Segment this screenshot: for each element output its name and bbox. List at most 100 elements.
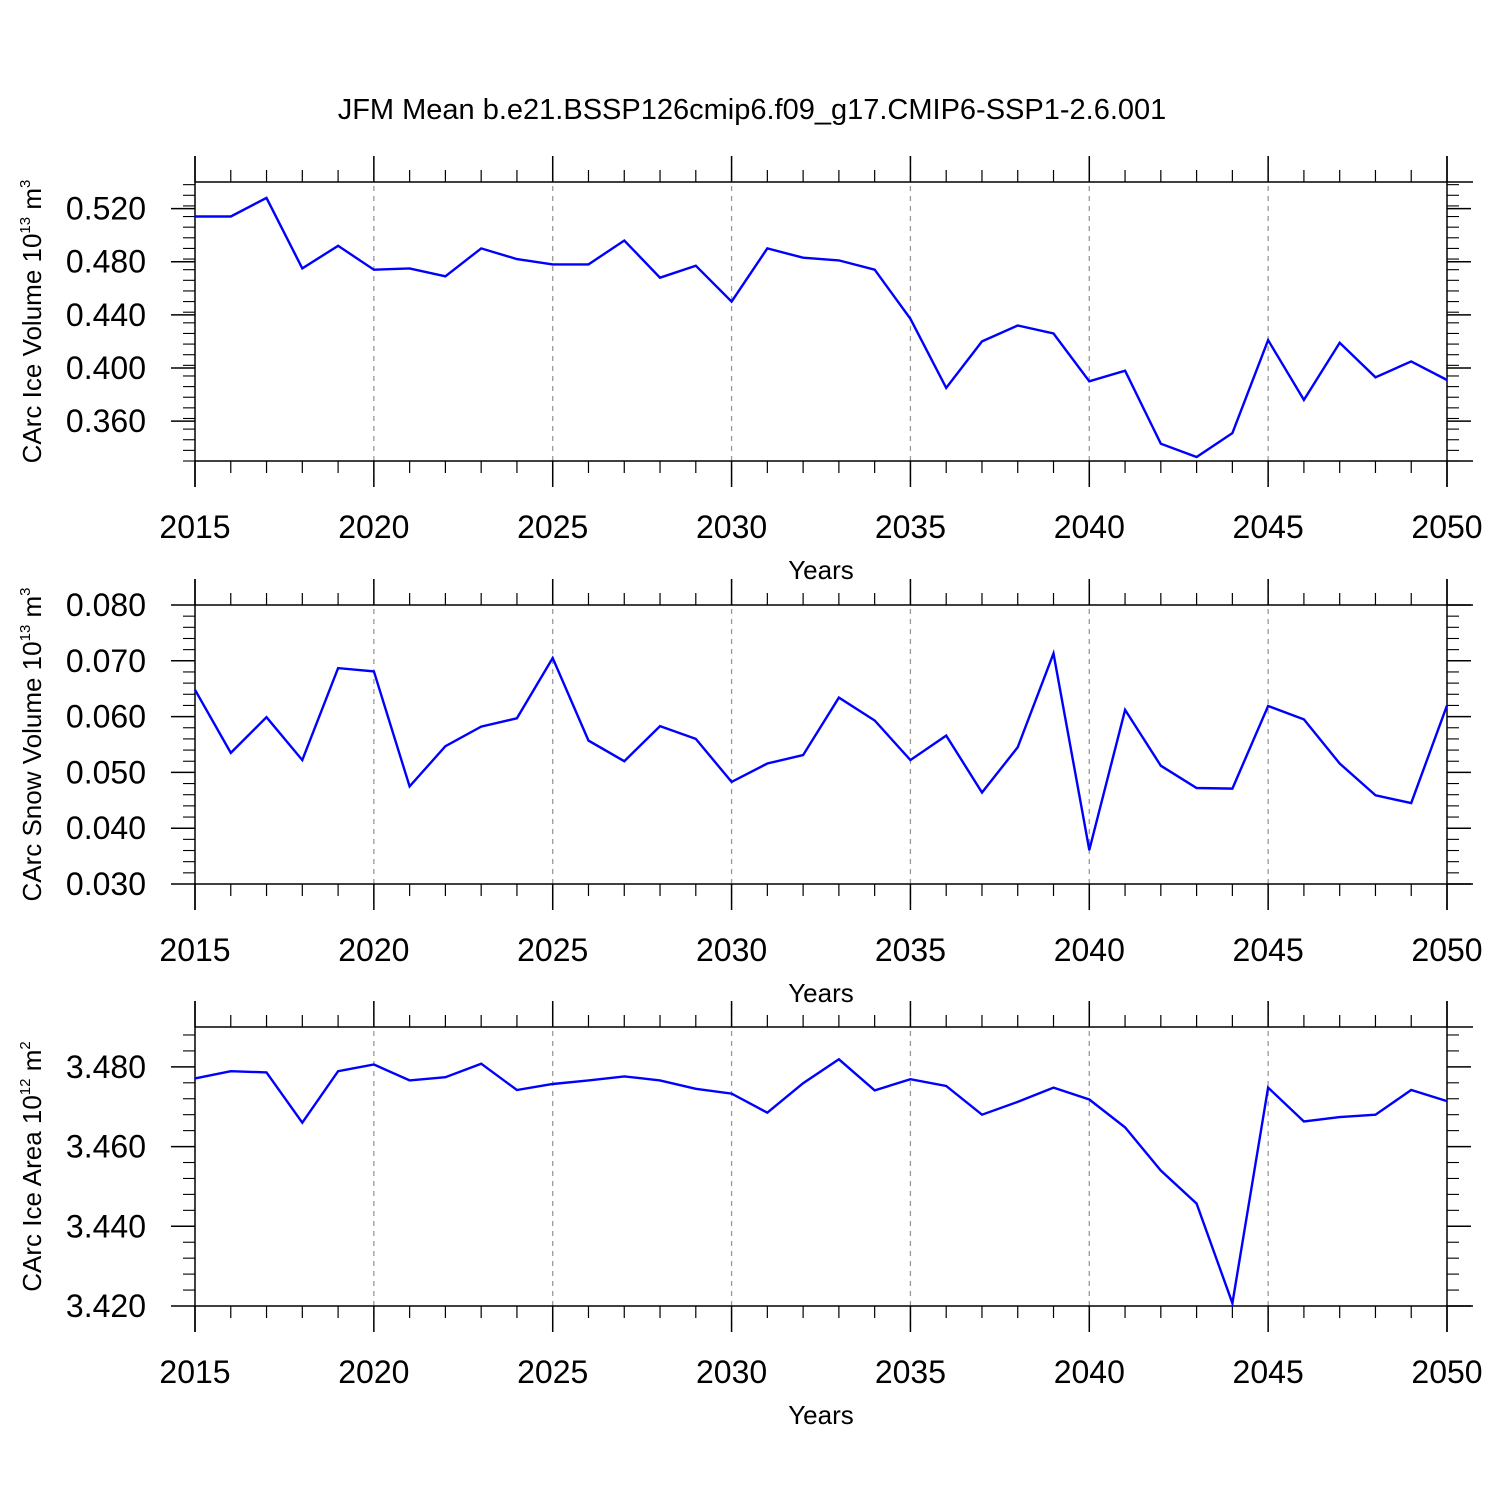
x-tick-label: 2050 [1411, 509, 1482, 545]
data-point [802, 754, 804, 756]
data-point [1195, 787, 1198, 789]
data-point [551, 263, 554, 266]
x-tick-label: 2030 [696, 509, 767, 545]
x-tick-label: 2040 [1054, 509, 1125, 545]
data-point [1410, 360, 1413, 363]
y-tick-label: 0.050 [66, 754, 146, 790]
data-point [838, 259, 840, 262]
x-tick-label: 2025 [517, 932, 588, 968]
data-point [981, 791, 983, 794]
data-point [480, 247, 482, 250]
data-point [1016, 324, 1019, 327]
data-point [265, 1071, 268, 1074]
data-point [1124, 369, 1126, 372]
series-line-1 [194, 1057, 1448, 1308]
data-point [945, 734, 947, 737]
y-axis-title-unit-exponent: 3 [17, 180, 34, 188]
data-point [301, 267, 304, 270]
data-point [194, 215, 196, 218]
data-point [1338, 762, 1341, 765]
data-point [1231, 787, 1234, 790]
data-point [1338, 341, 1341, 344]
data-point [551, 1083, 554, 1085]
y-axis-title-unit: m [17, 1050, 47, 1079]
data-point [1016, 746, 1019, 749]
data-point [301, 759, 304, 761]
data-point [229, 752, 232, 754]
data-point [802, 1082, 804, 1084]
data-point [838, 1058, 840, 1061]
y-axis-title-unit-exponent: 2 [17, 1041, 34, 1049]
data-point [408, 785, 411, 788]
y-tick-label: 0.060 [66, 699, 146, 735]
data-point [981, 340, 983, 343]
x-tick-label: 2050 [1411, 1354, 1482, 1390]
data-point [1231, 432, 1234, 434]
x-tick-label: 2040 [1054, 932, 1125, 968]
x-tick-label: 2030 [696, 932, 767, 968]
y-axis-title-text: CArc Ice Volume 10 [17, 234, 47, 464]
data-point [730, 300, 733, 303]
data-point [408, 267, 411, 270]
y-axis-title-unit: m [17, 596, 47, 625]
data-point [1374, 1113, 1377, 1116]
y-tick-label: 0.480 [66, 244, 146, 280]
data-point [1267, 705, 1269, 707]
data-point [873, 1089, 876, 1092]
y-tick-label: 0.070 [66, 643, 146, 679]
y-axis-title-exponent: 12 [17, 1079, 34, 1096]
data-point [981, 1113, 983, 1116]
data-point [373, 268, 375, 271]
y-axis-title-text: CArc Ice Area 10 [17, 1095, 47, 1292]
data-point [516, 717, 518, 720]
data-point [229, 1070, 232, 1073]
y-axis-title: CArc Ice Volume 1013 m3 [17, 180, 47, 464]
y-axis-title-exponent: 13 [17, 217, 34, 234]
y-tick-label: 0.440 [66, 297, 146, 333]
x-tick-label: 2015 [159, 932, 230, 968]
data-point [587, 739, 590, 742]
data-point [1052, 332, 1055, 335]
y-tick-label: 0.040 [66, 810, 146, 846]
data-point [444, 275, 447, 278]
data-point [945, 387, 947, 389]
x-tick-label: 2025 [517, 509, 588, 545]
x-tick-label: 2040 [1054, 1354, 1125, 1390]
data-point [659, 276, 661, 279]
x-tick-label: 2015 [159, 1354, 230, 1390]
data-point [1446, 379, 1448, 381]
data-point [265, 197, 268, 199]
x-axis-title: Years [788, 978, 854, 1008]
data-point [1195, 456, 1198, 458]
y-tick-label: 3.420 [66, 1288, 146, 1324]
data-point [1195, 1202, 1198, 1205]
x-tick-label: 2050 [1411, 932, 1482, 968]
data-point [337, 244, 339, 247]
data-point [408, 1079, 411, 1082]
data-point [1160, 442, 1162, 445]
data-point [587, 263, 590, 266]
x-tick-label: 2045 [1233, 509, 1304, 545]
x-tick-label: 2035 [875, 932, 946, 968]
data-point [730, 781, 733, 783]
data-point [1410, 802, 1413, 804]
y-tick-label: 0.030 [66, 866, 146, 902]
y-tick-label: 3.480 [66, 1049, 146, 1085]
data-point [373, 1063, 375, 1066]
y-tick-label: 0.400 [66, 350, 146, 386]
data-point [802, 256, 804, 259]
data-point [551, 657, 554, 659]
x-tick-label: 2035 [875, 509, 946, 545]
data-point [1016, 1101, 1019, 1103]
data-point [516, 1089, 518, 1091]
data-point [1160, 1169, 1162, 1172]
y-tick-label: 0.520 [66, 191, 146, 227]
data-point [1088, 1098, 1091, 1101]
y-tick-label: 0.360 [66, 403, 146, 439]
data-point [480, 725, 482, 728]
data-point [265, 716, 268, 718]
data-point [623, 1075, 626, 1078]
data-point [1374, 794, 1377, 797]
x-tick-label: 2020 [338, 509, 409, 545]
data-point [229, 215, 232, 218]
